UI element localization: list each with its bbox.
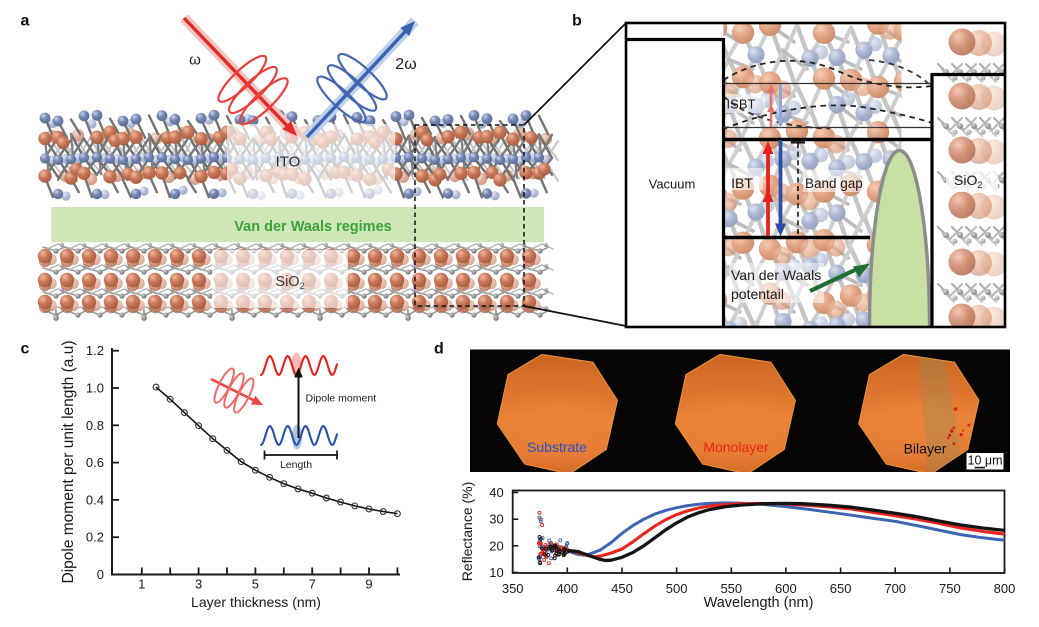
- svg-text:b: b: [572, 13, 582, 30]
- svg-text:1.2: 1.2: [86, 343, 104, 358]
- svg-text:1: 1: [138, 577, 145, 592]
- svg-text:500: 500: [666, 581, 688, 596]
- svg-text:IBT: IBT: [731, 175, 753, 191]
- svg-text:10 μm: 10 μm: [968, 454, 1003, 468]
- svg-text:Van der Waals: Van der Waals: [731, 267, 821, 283]
- svg-text:2ω: 2ω: [395, 56, 416, 73]
- svg-text:0.2: 0.2: [86, 530, 104, 545]
- svg-text:ITO: ITO: [276, 154, 301, 171]
- svg-text:3: 3: [195, 577, 202, 592]
- svg-text:Length: Length: [280, 459, 312, 471]
- svg-text:450: 450: [611, 581, 633, 596]
- svg-text:Substrate: Substrate: [527, 439, 587, 455]
- svg-text:Bilayer: Bilayer: [904, 441, 947, 457]
- svg-text:Reflectance (%): Reflectance (%): [459, 482, 475, 582]
- svg-text:9: 9: [365, 577, 372, 592]
- svg-text:650: 650: [830, 581, 852, 596]
- svg-text:Layer thickness (nm): Layer thickness (nm): [191, 594, 321, 610]
- svg-text:ISBT: ISBT: [727, 97, 756, 112]
- svg-text:0.6: 0.6: [86, 455, 104, 470]
- svg-text:SiO2: SiO2: [275, 274, 304, 291]
- svg-text:7: 7: [309, 577, 316, 592]
- svg-text:potentail: potentail: [731, 286, 784, 302]
- svg-text:Vacuum: Vacuum: [649, 177, 696, 192]
- svg-text:Dipole moment per unit length: Dipole moment per unit length (a.u): [60, 341, 77, 584]
- svg-text:350: 350: [502, 581, 524, 596]
- svg-text:1.0: 1.0: [86, 381, 104, 396]
- svg-text:20: 20: [489, 538, 503, 553]
- svg-text:40: 40: [489, 485, 503, 500]
- svg-text:800: 800: [994, 581, 1016, 596]
- svg-text:30: 30: [489, 512, 503, 527]
- svg-text:Van der Waals regimes: Van der Waals regimes: [234, 219, 391, 235]
- svg-text:400: 400: [556, 581, 578, 596]
- svg-text:Wavelength (nm): Wavelength (nm): [704, 595, 814, 611]
- svg-text:0.4: 0.4: [86, 492, 104, 507]
- svg-text:Band gap: Band gap: [805, 176, 863, 191]
- svg-text:750: 750: [939, 581, 961, 596]
- svg-text:5: 5: [252, 577, 259, 592]
- svg-text:c: c: [21, 341, 30, 358]
- svg-text:Monolayer: Monolayer: [703, 439, 769, 455]
- svg-text:a: a: [21, 13, 30, 30]
- svg-text:0.8: 0.8: [86, 418, 104, 433]
- svg-text:700: 700: [884, 581, 906, 596]
- svg-text:SiO2: SiO2: [954, 172, 982, 190]
- svg-text:ω: ω: [189, 52, 201, 69]
- svg-text:10: 10: [489, 565, 503, 580]
- svg-text:600: 600: [775, 581, 797, 596]
- svg-text:Dipole moment: Dipole moment: [306, 393, 377, 405]
- svg-text:0: 0: [97, 567, 104, 582]
- svg-text:550: 550: [720, 581, 742, 596]
- svg-text:d: d: [434, 341, 444, 358]
